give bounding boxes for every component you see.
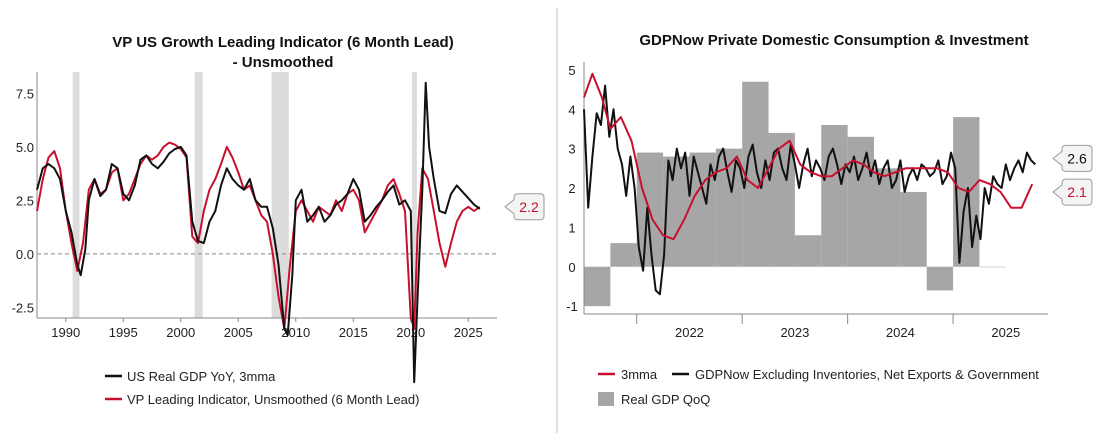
left-chart-title-line2: - Unsmoothed <box>233 54 334 71</box>
gdp-qoq-bar-13 <box>926 266 954 291</box>
y-tick-label: 2 <box>568 181 575 196</box>
legend-label-0: 3mma <box>621 367 658 382</box>
recession-band-3 <box>411 72 417 318</box>
gdp-qoq-bar-0 <box>584 266 611 307</box>
x-tick-label: 1995 <box>109 325 138 340</box>
recession-band-0 <box>72 72 80 318</box>
x-tick-label: 2025 <box>991 325 1020 340</box>
series-line-3mma <box>583 72 1034 241</box>
x-tick-label: 2000 <box>166 325 195 340</box>
y-tick-label: 7.5 <box>16 86 34 101</box>
left-chart: VP US Growth Leading Indicator (6 Month … <box>12 34 545 407</box>
series-line-gdpnow <box>583 84 1036 296</box>
gdp-qoq-bar-8 <box>794 235 822 267</box>
right-callout-red-box <box>1052 178 1093 206</box>
y-tick-label: 1 <box>568 220 575 235</box>
gdp-qoq-bar-9 <box>821 125 848 267</box>
legend-label-1: GDPNow Excluding Inventories, Net Export… <box>695 367 1039 382</box>
legend-label-0: US Real GDP YoY, 3mma <box>127 369 276 384</box>
x-tick-label: 2020 <box>396 325 425 340</box>
x-tick-label: 2025 <box>454 325 483 340</box>
legend-label-1: VP Leading Indicator, Unsmoothed (6 Mont… <box>127 392 419 407</box>
y-tick-label: 2.5 <box>16 193 34 208</box>
left-chart-title-line1: VP US Growth Leading Indicator (6 Month … <box>112 34 453 51</box>
y-tick-label: 4 <box>568 102 575 117</box>
gdp-qoq-bar-10 <box>847 136 874 267</box>
series-line-vp-leading-indicator <box>36 141 481 330</box>
right-chart-title: GDPNow Private Domestic Consumption & In… <box>639 32 1028 49</box>
x-tick-label: 2023 <box>780 325 809 340</box>
gdp-qoq-bar-5 <box>715 148 743 267</box>
y-tick-label: -1 <box>566 299 578 314</box>
right-callout-black-label: 2.6 <box>1067 150 1087 166</box>
left-callout-box <box>504 193 545 221</box>
y-tick-label: 5.0 <box>16 140 34 155</box>
x-tick-label: 1990 <box>51 325 80 340</box>
y-tick-label: -2.5 <box>12 300 34 315</box>
gdp-qoq-bar-11 <box>874 168 901 267</box>
series-line-us-real-gdp <box>36 81 481 384</box>
left-chart-callouts: 2.2 <box>504 193 545 221</box>
y-tick-label: 5 <box>568 63 575 78</box>
gdp-qoq-bar-1 <box>610 243 637 267</box>
right-callout-black-box <box>1052 144 1093 172</box>
x-tick-label: 2024 <box>886 325 915 340</box>
legend-swatch-2 <box>598 392 614 406</box>
recession-band-2 <box>271 72 289 318</box>
left-chart-legend: US Real GDP YoY, 3mma VP Leading Indicato… <box>105 369 419 407</box>
x-tick-label: 2015 <box>339 325 368 340</box>
recession-band-1 <box>194 72 203 318</box>
right-callout-red-label: 2.1 <box>1067 184 1087 200</box>
right-chart-callouts: 2.6 2.1 <box>1052 144 1093 206</box>
legend-label-2: Real GDP QoQ <box>621 392 710 407</box>
y-tick-label: 0 <box>568 260 575 275</box>
right-chart-legend: 3mma GDPNow Excluding Inventories, Net Ex… <box>598 367 1039 407</box>
y-tick-label: 0.0 <box>16 247 34 262</box>
x-tick-label: 2005 <box>224 325 253 340</box>
gdp-qoq-bar-7 <box>768 132 795 267</box>
x-tick-label: 2022 <box>675 325 704 340</box>
gdp-qoq-bar-12 <box>900 191 927 267</box>
right-chart: GDPNow Private Domestic Consumption & In… <box>566 32 1093 407</box>
gdp-qoq-bar-15 <box>979 266 1006 268</box>
right-chart-plot-area: 5 4 3 2 1 0 -1 2022 2023 2024 2025 <box>566 62 1048 340</box>
left-callout-label: 2.2 <box>519 199 539 215</box>
y-tick-label: 3 <box>568 142 575 157</box>
gdp-qoq-bar-4 <box>689 152 716 267</box>
